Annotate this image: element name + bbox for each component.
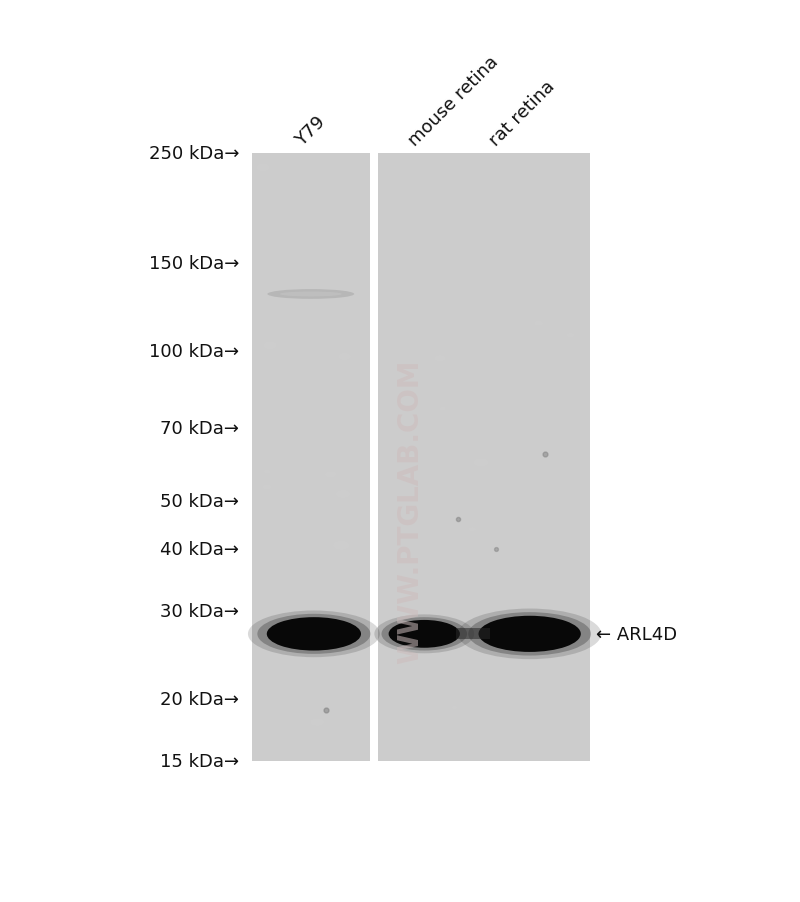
Text: WWW.PTGLAB.COM: WWW.PTGLAB.COM <box>396 359 424 663</box>
Text: 20 kDa→: 20 kDa→ <box>161 690 239 708</box>
Ellipse shape <box>478 616 581 652</box>
Bar <box>252 153 370 761</box>
Bar <box>456 629 490 640</box>
Ellipse shape <box>267 290 354 299</box>
Text: 100 kDa→: 100 kDa→ <box>150 343 239 360</box>
Text: 150 kDa→: 150 kDa→ <box>149 254 239 272</box>
Ellipse shape <box>374 614 474 654</box>
Ellipse shape <box>468 612 591 656</box>
Text: mouse retina: mouse retina <box>406 53 502 150</box>
Ellipse shape <box>248 611 380 658</box>
Ellipse shape <box>389 621 460 648</box>
Text: 70 kDa→: 70 kDa→ <box>161 419 239 437</box>
Text: ← ARL4D: ← ARL4D <box>596 625 677 643</box>
Text: Y79: Y79 <box>292 113 329 150</box>
Ellipse shape <box>266 618 361 651</box>
Ellipse shape <box>258 614 370 654</box>
Text: 250 kDa→: 250 kDa→ <box>149 144 239 162</box>
Ellipse shape <box>382 618 467 651</box>
Text: 50 kDa→: 50 kDa→ <box>161 492 239 510</box>
Text: rat retina: rat retina <box>486 78 558 150</box>
Bar <box>378 153 590 761</box>
Ellipse shape <box>280 292 342 297</box>
Text: 30 kDa→: 30 kDa→ <box>161 603 239 621</box>
Text: 15 kDa→: 15 kDa→ <box>160 752 239 770</box>
Ellipse shape <box>458 609 602 659</box>
Text: 40 kDa→: 40 kDa→ <box>161 540 239 558</box>
